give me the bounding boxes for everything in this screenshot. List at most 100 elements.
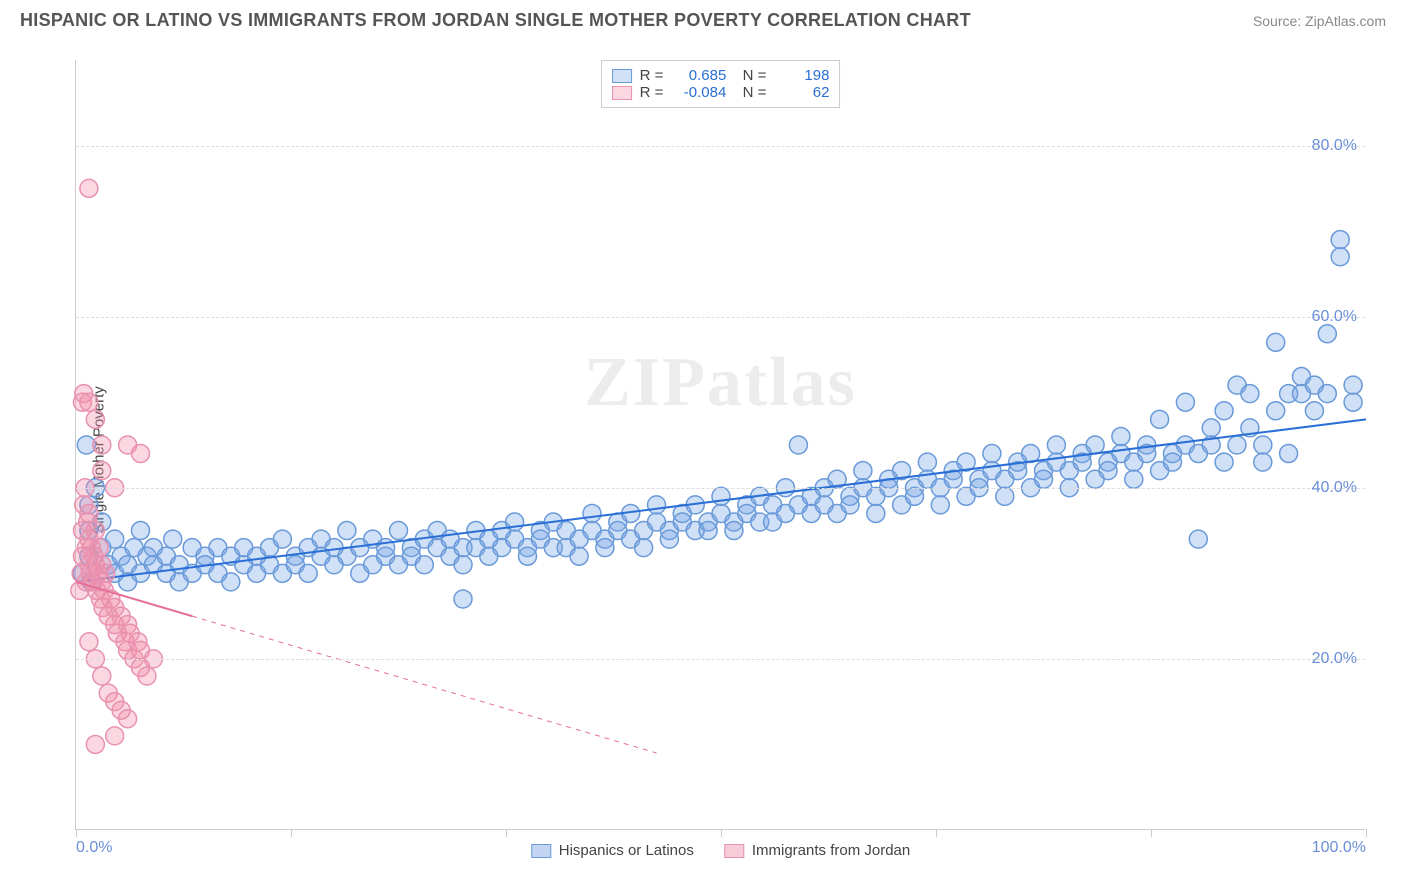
data-point bbox=[918, 453, 936, 471]
data-point bbox=[841, 496, 859, 514]
gridline-h bbox=[76, 146, 1365, 147]
x-tick-label: 100.0% bbox=[1312, 839, 1366, 857]
data-point bbox=[648, 496, 666, 514]
data-point bbox=[106, 727, 124, 745]
data-point bbox=[90, 539, 108, 557]
data-point bbox=[1112, 427, 1130, 445]
x-tick bbox=[506, 829, 507, 837]
data-point bbox=[583, 504, 601, 522]
data-point bbox=[86, 410, 104, 428]
data-point bbox=[86, 735, 104, 753]
data-point bbox=[80, 179, 98, 197]
y-tick-label: 60.0% bbox=[1312, 308, 1357, 326]
swatch-bottom-2 bbox=[724, 844, 744, 858]
x-tick bbox=[936, 829, 937, 837]
r-value-series-1: 0.685 bbox=[671, 67, 726, 84]
x-tick bbox=[1366, 829, 1367, 837]
data-point bbox=[164, 530, 182, 548]
data-point bbox=[1086, 436, 1104, 454]
data-point bbox=[570, 547, 588, 565]
correlation-legend: R = 0.685 N = 198 R = -0.084 N = 62 bbox=[601, 60, 841, 108]
data-point bbox=[80, 504, 98, 522]
data-point bbox=[1280, 445, 1298, 463]
data-point bbox=[1164, 453, 1182, 471]
data-point bbox=[222, 573, 240, 591]
data-point bbox=[93, 436, 111, 454]
y-tick-label: 20.0% bbox=[1312, 650, 1357, 668]
data-point bbox=[1254, 436, 1272, 454]
data-point bbox=[725, 522, 743, 540]
legend-row-series-2: R = -0.084 N = 62 bbox=[612, 84, 830, 101]
data-point bbox=[93, 462, 111, 480]
data-point bbox=[415, 556, 433, 574]
series-legend: Hispanics or Latinos Immigrants from Jor… bbox=[531, 842, 910, 859]
gridline-h bbox=[76, 659, 1365, 660]
data-point bbox=[80, 633, 98, 651]
data-point bbox=[1151, 410, 1169, 428]
legend-label-2: Immigrants from Jordan bbox=[752, 842, 910, 859]
swatch-bottom-1 bbox=[531, 844, 551, 858]
data-point bbox=[132, 445, 150, 463]
data-point bbox=[1099, 462, 1117, 480]
data-point bbox=[983, 445, 1001, 463]
data-point bbox=[454, 556, 472, 574]
n-value-series-1: 198 bbox=[774, 67, 829, 84]
data-point bbox=[86, 522, 104, 540]
data-point bbox=[1267, 333, 1285, 351]
data-point bbox=[454, 590, 472, 608]
x-tick-label: 0.0% bbox=[76, 839, 112, 857]
legend-label-1: Hispanics or Latinos bbox=[559, 842, 694, 859]
data-point bbox=[1241, 385, 1259, 403]
data-point bbox=[1344, 376, 1362, 394]
data-point bbox=[1318, 325, 1336, 343]
data-point bbox=[119, 710, 137, 728]
data-point bbox=[1035, 470, 1053, 488]
data-point bbox=[867, 504, 885, 522]
data-point bbox=[1176, 393, 1194, 411]
data-point bbox=[273, 530, 291, 548]
x-tick bbox=[76, 829, 77, 837]
data-point bbox=[1331, 231, 1349, 249]
data-point bbox=[906, 487, 924, 505]
data-point bbox=[1047, 436, 1065, 454]
data-point bbox=[1344, 393, 1362, 411]
data-point bbox=[93, 667, 111, 685]
chart-title: HISPANIC OR LATINO VS IMMIGRANTS FROM JO… bbox=[20, 10, 971, 31]
data-point bbox=[1125, 470, 1143, 488]
swatch-series-1 bbox=[612, 69, 632, 83]
gridline-h bbox=[76, 317, 1365, 318]
plot-area: ZIPatlas R = 0.685 N = 198 R = -0.084 N … bbox=[75, 60, 1365, 830]
r-value-series-2: -0.084 bbox=[671, 84, 726, 101]
x-tick bbox=[291, 829, 292, 837]
data-point bbox=[596, 539, 614, 557]
data-point bbox=[699, 522, 717, 540]
data-point bbox=[712, 487, 730, 505]
data-point bbox=[1202, 419, 1220, 437]
y-tick-label: 80.0% bbox=[1312, 137, 1357, 155]
data-point bbox=[1228, 436, 1246, 454]
legend-item-1: Hispanics or Latinos bbox=[531, 842, 694, 859]
data-point bbox=[138, 667, 156, 685]
swatch-series-2 bbox=[612, 86, 632, 100]
data-point bbox=[1254, 453, 1272, 471]
data-point bbox=[1215, 453, 1233, 471]
data-point bbox=[519, 547, 537, 565]
data-point bbox=[80, 393, 98, 411]
data-point bbox=[635, 539, 653, 557]
data-point bbox=[390, 522, 408, 540]
chart-container: Single Mother Poverty ZIPatlas R = 0.685… bbox=[20, 50, 1386, 870]
scatter-svg bbox=[76, 60, 1365, 829]
data-point bbox=[1189, 530, 1207, 548]
trend-line bbox=[76, 419, 1366, 582]
data-point bbox=[1267, 402, 1285, 420]
y-tick-label: 40.0% bbox=[1312, 479, 1357, 497]
data-point bbox=[1331, 248, 1349, 266]
trend-line-extension bbox=[192, 616, 656, 753]
data-point bbox=[996, 487, 1014, 505]
data-point bbox=[132, 522, 150, 540]
data-point bbox=[660, 530, 678, 548]
data-point bbox=[789, 436, 807, 454]
data-point bbox=[338, 522, 356, 540]
data-point bbox=[1305, 402, 1323, 420]
source-attribution: Source: ZipAtlas.com bbox=[1253, 13, 1386, 29]
